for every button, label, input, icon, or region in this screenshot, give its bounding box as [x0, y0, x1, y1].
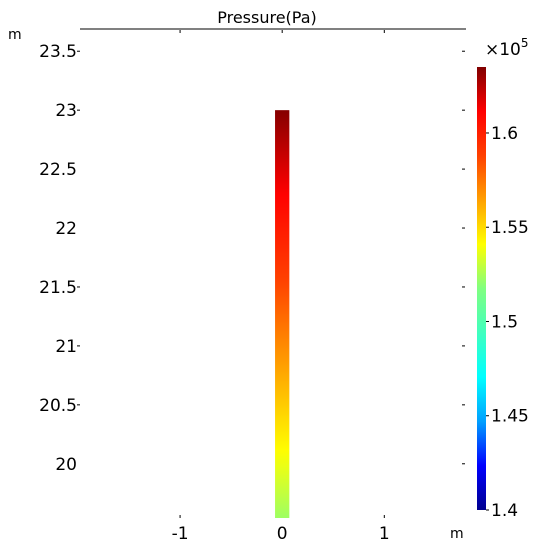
y-tick-label: 22 — [55, 219, 77, 239]
y-tick-label: 20.5 — [39, 396, 77, 416]
pressure-bar — [275, 110, 290, 518]
x-tick-label: 0 — [277, 524, 288, 544]
colorbar-tick-label: 1.5 — [491, 312, 518, 332]
colorbar-tick-label: 1.45 — [491, 407, 529, 427]
y-tick-label: 22.5 — [39, 160, 77, 180]
colorbar-tick-label: 1.4 — [491, 501, 518, 521]
y-tick-label: 23 — [55, 101, 77, 121]
colorbar-multiplier: ×105 — [485, 36, 529, 60]
x-tick-label: -1 — [172, 524, 189, 544]
y-tick-label: 21.5 — [39, 278, 77, 298]
x-axis-ticks: -1 0 1 — [172, 30, 390, 544]
colorbar-ticks: 1.4 1.45 1.5 1.55 1.6 — [486, 124, 529, 521]
chart-title: Pressure(Pa) — [217, 8, 317, 27]
y-axis-unit-label: m — [8, 27, 22, 43]
colorbar-tick-label: 1.55 — [491, 218, 529, 238]
x-axis-unit-label: m — [450, 526, 464, 542]
colorbar — [477, 67, 486, 510]
y-tick-label: 21 — [55, 337, 77, 357]
y-axis-ticks: 20 20.5 21 21.5 22 22.5 23 23.5 — [39, 42, 465, 475]
colorbar-tick-label: 1.6 — [491, 124, 518, 144]
y-tick-label: 23.5 — [39, 42, 77, 62]
y-tick-label: 20 — [55, 455, 77, 475]
x-tick-label: 1 — [379, 524, 390, 544]
